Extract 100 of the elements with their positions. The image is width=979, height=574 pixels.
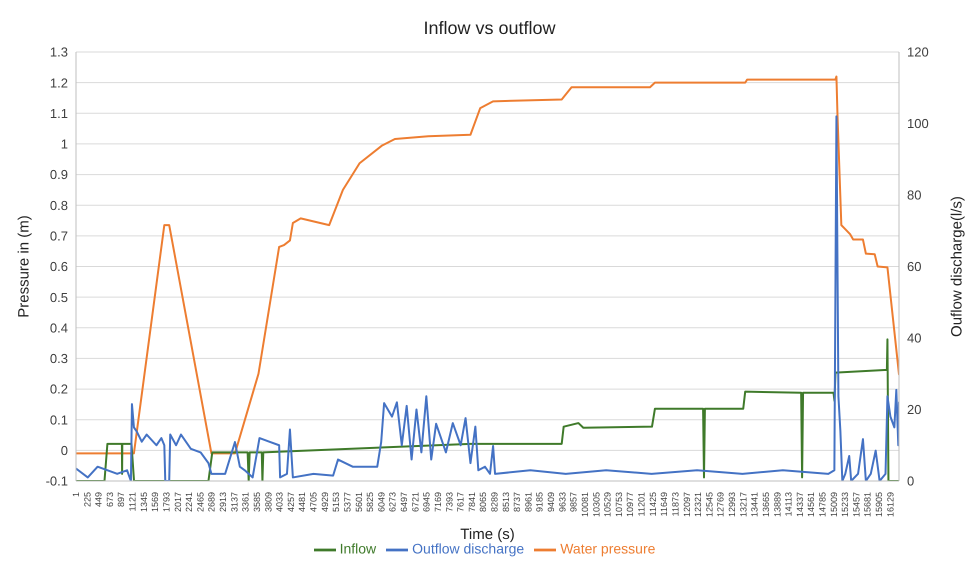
y-tick-label: 0.2 <box>50 382 68 397</box>
chart-title: Inflow vs outflow <box>422 17 557 40</box>
x-tick-label: 11873 <box>670 492 680 516</box>
x-tick-label: 1569 <box>150 492 160 512</box>
y-tick-label: 0.1 <box>50 412 68 428</box>
x-tick-label: 2241 <box>184 492 194 512</box>
x-tick-label: 5153 <box>331 492 342 512</box>
x-tick-label: 6049 <box>376 492 386 512</box>
x-tick-label: 8065 <box>478 492 488 512</box>
x-axis-title: Time (s) <box>460 526 515 543</box>
x-tick-label: 897 <box>116 492 126 508</box>
x-tick-label: 7617 <box>456 492 466 512</box>
y2-tick-label: 80 <box>907 188 922 203</box>
y-tick-label: 1.2 <box>50 75 68 90</box>
x-tick-label: 3809 <box>263 492 274 512</box>
x-tick-label: 7393 <box>444 492 454 512</box>
y-axis-title: Pressure in (m) <box>15 215 32 318</box>
x-tick-label: 12545 <box>704 492 714 518</box>
x-tick-label: 673 <box>104 492 115 508</box>
legend-label: Outflow discharge <box>412 540 524 557</box>
x-tick-label: 8513 <box>500 492 511 512</box>
x-tick-label: 3361 <box>240 492 251 512</box>
x-tick-label: 13889 <box>772 492 782 518</box>
x-tick-label: 5601 <box>354 492 364 512</box>
y2-tick-label: 20 <box>907 402 922 418</box>
x-tick-label: 9633 <box>557 492 568 512</box>
y2-tick-label: 40 <box>907 330 922 346</box>
line-series <box>76 76 899 454</box>
x-tick-label: 10977 <box>625 492 636 518</box>
x-tick-label: 9185 <box>534 492 545 512</box>
y-tick-label: 0.5 <box>50 290 68 305</box>
x-tick-label: 11425 <box>648 492 658 516</box>
y-tick-label: 0.9 <box>50 167 68 182</box>
x-tick-label: 13441 <box>750 492 760 518</box>
x-tick-label: 3137 <box>229 492 240 512</box>
x-tick-label: 13665 <box>760 492 771 518</box>
x-tick-label: 12769 <box>716 492 726 518</box>
x-tick-label: 4705 <box>308 492 319 512</box>
x-tick-label: 2689 <box>206 492 217 512</box>
x-tick-label: 15681 <box>862 492 873 518</box>
y-tick-label: 0.8 <box>50 198 68 213</box>
x-tick-label: 8289 <box>489 492 500 512</box>
y-tick-label: 1.3 <box>50 44 68 60</box>
y-tick-label: 0 <box>60 442 68 458</box>
x-tick-label: 10529 <box>602 492 613 518</box>
x-tick-label: 12321 <box>693 492 704 518</box>
x-tick-label: 14561 <box>806 492 816 518</box>
y-tick-label: 0.3 <box>50 351 68 366</box>
x-tick-label: 11649 <box>659 492 670 516</box>
x-tick-label: 10305 <box>591 492 602 518</box>
x-tick-label: 15009 <box>828 492 839 518</box>
x-tick-label: 8737 <box>512 492 522 512</box>
y-tick-label: 0.4 <box>50 320 68 336</box>
x-tick-label: 4257 <box>286 492 296 512</box>
x-tick-label: 10081 <box>580 492 590 518</box>
x-tick-label: 2017 <box>172 492 183 512</box>
x-tick-label: 4929 <box>320 492 330 512</box>
y-tick-label: 1 <box>60 136 68 152</box>
y2-tick-label: 120 <box>907 44 929 60</box>
x-tick-label: 225 <box>82 492 92 508</box>
y-tick-label: 0.6 <box>50 259 68 274</box>
x-tick-label: 10753 <box>614 492 624 518</box>
x-tick-label: 14113 <box>784 492 794 516</box>
x-tick-label: 9857 <box>568 492 579 512</box>
y-tick-label: -0.1 <box>46 474 68 489</box>
x-tick-label: 12097 <box>682 492 692 518</box>
y-tick-label: 0.7 <box>50 228 68 244</box>
x-tick-label: 6721 <box>410 492 420 512</box>
x-tick-label: 4033 <box>274 492 285 512</box>
x-tick-label: 6273 <box>388 492 398 512</box>
x-tick-label: 5825 <box>365 492 376 512</box>
x-tick-label: 14337 <box>794 492 805 518</box>
x-tick-label: 15905 <box>874 492 884 518</box>
y2-tick-label: 60 <box>907 259 922 274</box>
y2-axis-title: Ouflow discharge(l/s) <box>948 196 966 337</box>
x-tick-label: 5377 <box>342 492 352 512</box>
x-tick-label: 2465 <box>195 492 206 512</box>
x-tick-label: 2913 <box>218 492 228 512</box>
x-tick-label: 1793 <box>161 492 172 512</box>
x-tick-label: 3585 <box>252 492 262 512</box>
x-tick-label: 14785 <box>818 492 828 518</box>
x-tick-label: 1 <box>71 492 81 498</box>
y2-tick-label: 0 <box>907 474 914 489</box>
x-tick-label: 6945 <box>422 492 432 512</box>
x-tick-label: 16129 <box>885 492 896 518</box>
x-tick-label: 6497 <box>399 492 410 512</box>
x-tick-label: 9409 <box>546 492 556 512</box>
x-tick-label: 449 <box>94 492 104 508</box>
x-tick-label: 13217 <box>738 492 748 518</box>
x-tick-label: 1345 <box>138 492 149 512</box>
x-tick-label: 11201 <box>636 492 647 516</box>
y-tick-label: 1.1 <box>50 106 68 121</box>
legend-label: Water pressure <box>560 540 656 557</box>
y2-tick-label: 100 <box>907 116 929 132</box>
x-tick-label: 12993 <box>727 492 738 518</box>
x-tick-label: 15233 <box>840 492 850 518</box>
legend-label: Inflow <box>340 540 376 557</box>
x-tick-label: 4481 <box>297 492 308 512</box>
x-tick-label: 7169 <box>432 492 443 512</box>
x-tick-label: 8961 <box>523 492 534 512</box>
